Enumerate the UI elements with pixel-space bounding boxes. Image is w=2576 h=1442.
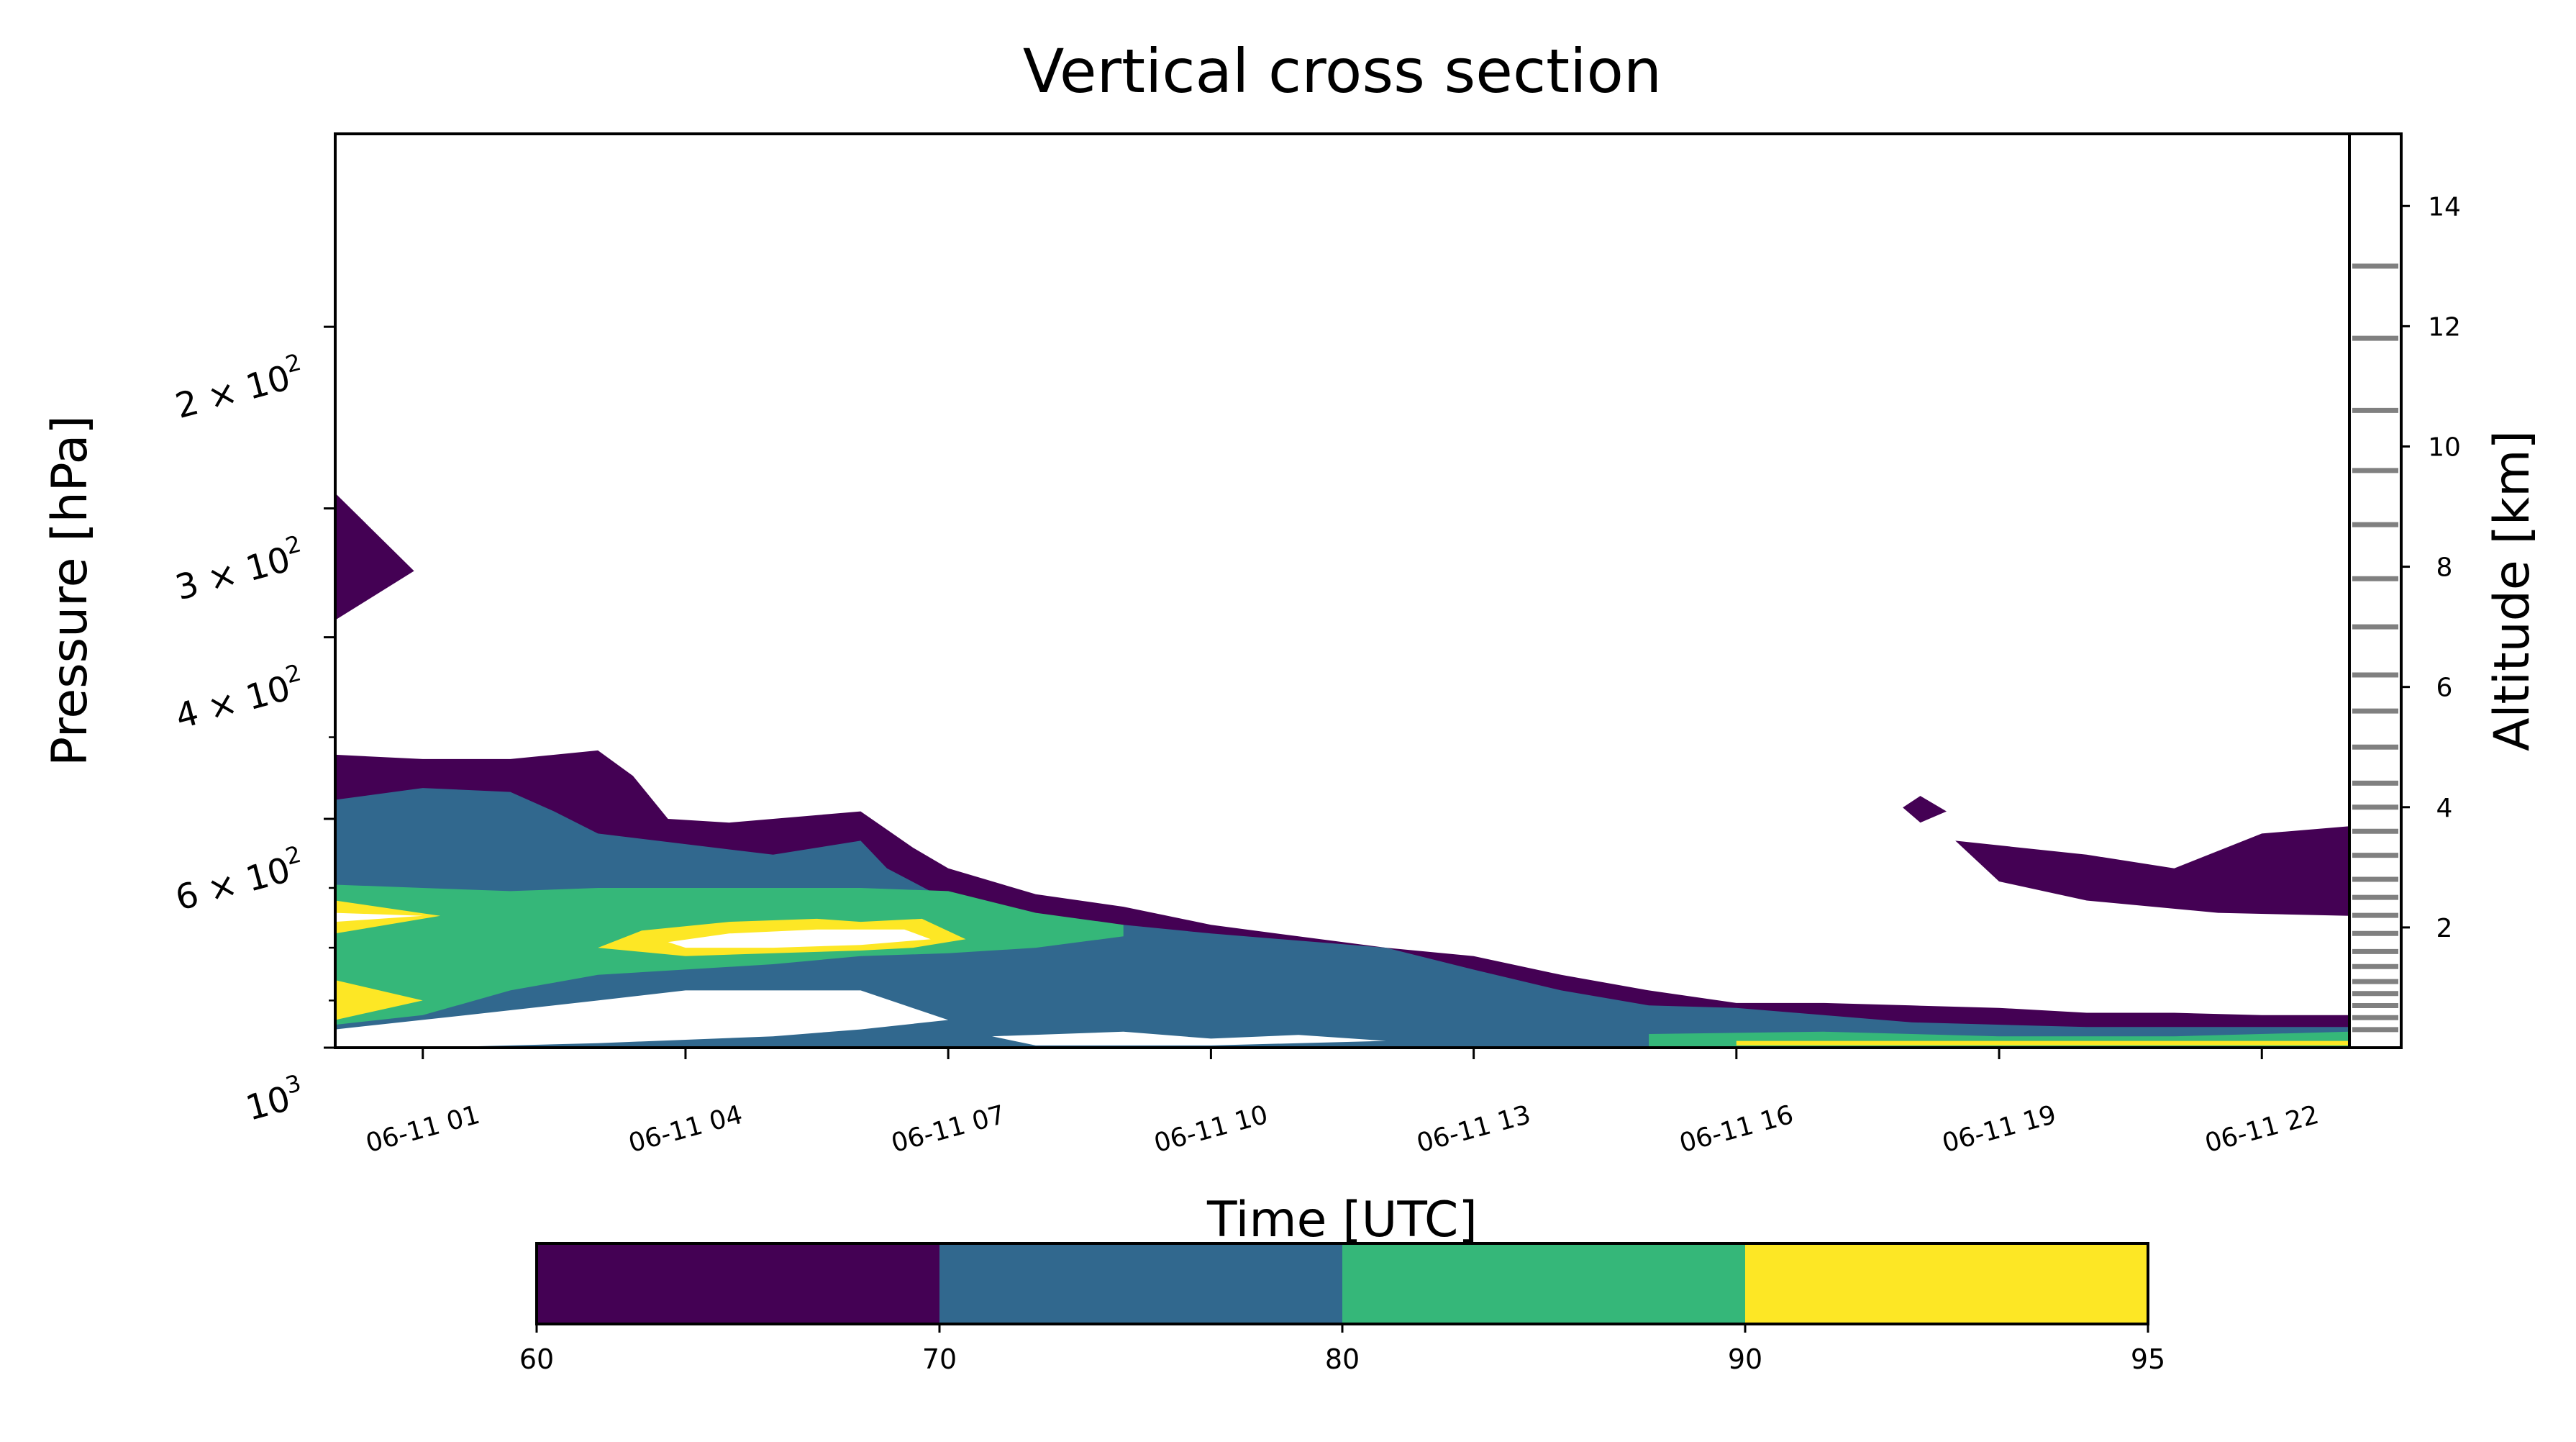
colorbar-segment-1 (939, 1243, 1343, 1324)
contour-region-12 (668, 929, 931, 948)
altitude-axis-label: Altitude [km] (2484, 430, 2541, 751)
altitude-strip (2348, 132, 2403, 1049)
altitude-tick-label: 2 (2436, 914, 2453, 943)
x-tick-label: 06-11 13 (1414, 1100, 1534, 1158)
x-tick-label: 06-11 01 (363, 1100, 483, 1158)
contour-region-10 (1736, 1040, 2349, 1046)
altitude-axis: 2 4 6 8 10 12 14 (2348, 132, 2461, 1049)
x-tick-label: 06-11 07 (888, 1100, 1009, 1158)
contour-region-3 (1955, 826, 2349, 916)
y-tick-label: 2 × 102 (170, 348, 309, 427)
contour-region-0 (335, 493, 414, 620)
contour-region-13 (335, 990, 949, 1048)
contour-region-9 (335, 980, 423, 1020)
y-axis-ticks: 2 × 102 3 × 102 4 × 102 6 × 102 103 (170, 325, 335, 1129)
y-axis-label: Pressure [hPa] (42, 415, 99, 766)
y-tick-label: 6 × 102 (170, 840, 309, 919)
contour-region-11 (335, 912, 423, 922)
colorbar-tick-label: 90 (1728, 1343, 1762, 1375)
contour-region-14 (992, 1031, 1386, 1046)
x-tick-label: 06-11 04 (626, 1100, 746, 1158)
y-tick-label: 4 × 102 (170, 658, 309, 737)
contour-region-4 (335, 788, 2349, 1048)
altitude-tick-label: 12 (2428, 312, 2461, 342)
x-axis-ticks: 06-11 01 06-11 04 06-11 07 06-11 10 06-11 13… (363, 1048, 2322, 1158)
y-tick-label: 103 (240, 1069, 309, 1129)
colorbar-tick-label: 95 (2131, 1343, 2165, 1375)
colorbar-segment-3 (1745, 1243, 2149, 1324)
chart-title: Vertical cross section (1023, 36, 1662, 106)
contour-fill-layer (335, 493, 2349, 1048)
contour-region-5 (335, 884, 1124, 1025)
altitude-tick-label: 14 (2428, 192, 2461, 222)
altitude-tick-label: 6 (2436, 674, 2453, 703)
x-axis-label: Time [UTC] (1206, 1192, 1478, 1248)
colorbar-segment-2 (1342, 1243, 1746, 1324)
colorbar: 60 70 80 90 95 (519, 1242, 2165, 1375)
y-tick-label: 3 × 102 (170, 530, 309, 608)
colorbar-tick-label: 80 (1325, 1343, 1360, 1375)
x-tick-label: 06-11 19 (1939, 1100, 2060, 1158)
x-tick-label: 06-11 10 (1151, 1100, 1271, 1158)
x-tick-label: 06-11 16 (1676, 1100, 1796, 1158)
colorbar-tick-label: 70 (922, 1343, 957, 1375)
altitude-tick-label: 4 (2436, 794, 2453, 823)
colorbar-segment-0 (537, 1243, 940, 1324)
colorbar-tick-label: 60 (519, 1343, 554, 1375)
x-tick-label: 06-11 22 (2202, 1100, 2322, 1158)
altitude-tick-label: 8 (2436, 553, 2453, 583)
contour-region-2 (1903, 796, 1947, 823)
altitude-tick-label: 10 (2428, 432, 2461, 462)
